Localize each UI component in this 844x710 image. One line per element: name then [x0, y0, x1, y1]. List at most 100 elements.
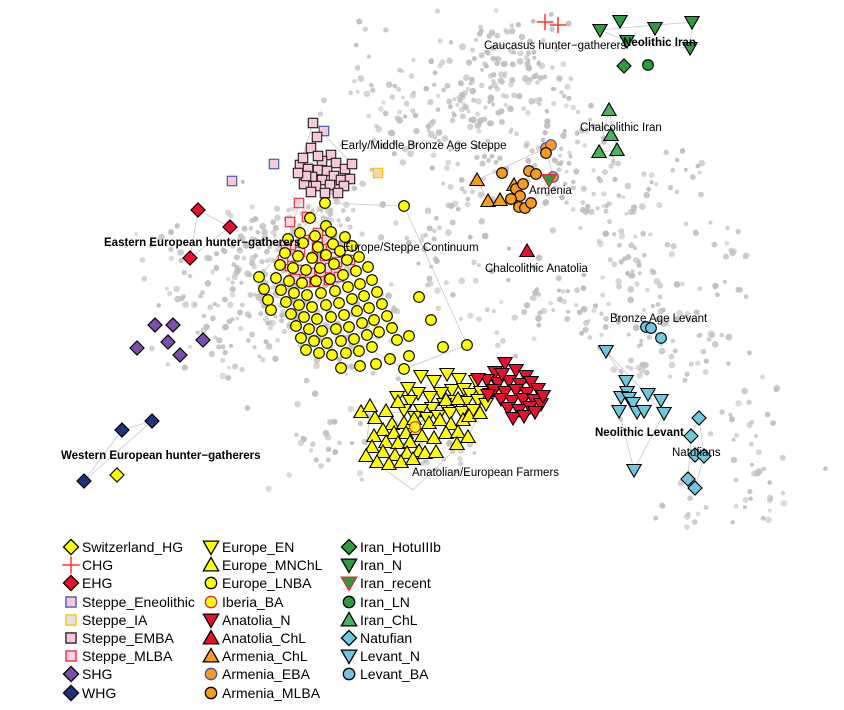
- square-marker-icon: [60, 611, 82, 629]
- series-Armenia_MLBA: [496, 147, 552, 214]
- legend-item-iberia-ba[interactable]: Iberia_BA: [200, 593, 322, 611]
- legend-item-label: Natufian: [360, 630, 413, 647]
- legend-item-anatolia-chl[interactable]: Anatolia_ChL: [200, 629, 322, 647]
- legend-item-label: Armenia_EBA: [222, 666, 310, 683]
- series-Steppe_IA: [372, 167, 384, 179]
- diamond-marker-icon: [338, 538, 360, 556]
- legend-item-label: Switzerland_HG: [82, 539, 184, 556]
- legend-item-iran-recent[interactable]: Iran_recent: [338, 574, 441, 593]
- diamond-marker-icon: [60, 538, 82, 556]
- tri_up-marker-icon: [200, 647, 222, 665]
- annotation-label: Chalcolithic Anatolia: [485, 263, 588, 275]
- legend-item-label: SHG: [82, 666, 113, 683]
- series-CHG: [536, 13, 567, 34]
- annotation-label: Western European hunter−gatherers: [61, 450, 261, 462]
- legend-item-steppe-emba[interactable]: Steppe_EMBA: [60, 629, 195, 647]
- series-Anatolia_N: [469, 356, 552, 427]
- circle-marker-icon: [338, 593, 360, 611]
- legend-item-label: Iran_ChL: [360, 611, 418, 628]
- tri_up-marker-icon: [200, 629, 222, 647]
- legend-item-label: Anatolia_N: [222, 611, 291, 628]
- legend-item-iran-hotuiiib[interactable]: Iran_HotuIIIb: [338, 538, 441, 556]
- pca-scatter-plot: [76, 8, 828, 530]
- series-Europe_MNChL: [352, 390, 489, 471]
- legend-item-steppe-mlba[interactable]: Steppe_MLBA: [60, 647, 195, 665]
- legend-item-iran-chl[interactable]: Iran_ChL: [338, 610, 441, 629]
- legend-item-label: Iran_LN: [360, 593, 410, 610]
- annotation-label: Early/Middle Bronze Age Steppe: [341, 140, 507, 152]
- legend-item-steppe-ia[interactable]: Steppe_IA: [60, 611, 195, 629]
- series-Europe_LNBA: [253, 197, 473, 375]
- legend-item-label: Iran_HotuIIIb: [360, 539, 441, 556]
- legend-item-label: Armenia_MLBA: [222, 684, 321, 701]
- legend-item-label: Armenia_ChL: [222, 648, 308, 665]
- legend-item-label: Steppe_IA: [82, 611, 148, 628]
- legend-item-anatolia-n[interactable]: Anatolia_N: [200, 611, 322, 629]
- legend-item-shg[interactable]: SHG: [60, 665, 195, 683]
- annotation-label: Caucasus hunter−gatherers: [484, 40, 627, 52]
- legend-item-europe-en[interactable]: Europe_EN: [200, 538, 322, 556]
- legend-item-label: CHG: [82, 557, 114, 574]
- legend-column: Iran_HotuIIIb Iran_N Iran_recent Iran_LN Ira…: [338, 538, 441, 684]
- legend-item-label: Europe_MNChL: [222, 557, 323, 574]
- legend-item-armenia-chl[interactable]: Armenia_ChL: [200, 647, 322, 665]
- legend-item-label: WHG: [82, 684, 117, 701]
- circle-marker-icon: [200, 665, 222, 683]
- annotation-label: Anatolian/European Farmers: [412, 467, 560, 479]
- Iran_ChL_hull: [598, 109, 618, 153]
- legend-item-label: Iran_N: [360, 557, 403, 574]
- legend-item-armenia-mlba[interactable]: Armenia_MLBA: [200, 684, 322, 702]
- legend-item-europe-lnba[interactable]: Europe_LNBA: [200, 574, 322, 592]
- tri_down-marker-icon: [338, 556, 360, 575]
- series-Steppe_EMBA: [292, 117, 358, 199]
- legend-item-steppe-eneolithic[interactable]: Steppe_Eneolithic: [60, 593, 195, 611]
- scatter-canvas: [76, 8, 828, 530]
- legend-item-label: Steppe_MLBA: [82, 648, 173, 665]
- series-Anatolia_ChL: [518, 242, 536, 258]
- series-Steppe_Eneolithic: [226, 125, 330, 187]
- series-Iran_N: [591, 14, 701, 57]
- tri_down-marker-icon: [200, 538, 222, 556]
- diamond-marker-icon: [60, 684, 82, 702]
- legend-item-levant-n[interactable]: Levant_N: [338, 647, 441, 666]
- legend-item-label: Iberia_BA: [222, 593, 284, 610]
- tri_down-marker-icon: [200, 611, 222, 629]
- series-Iran_HotuIIIb: [616, 58, 632, 74]
- legend-item-ehg[interactable]: EHG: [60, 574, 195, 592]
- annotation-label: Eastern European hunter−gatherers: [104, 237, 301, 249]
- legend-item-iran-n[interactable]: Iran_N: [338, 556, 441, 575]
- legend-item-label: Anatolia_ChL: [222, 630, 307, 647]
- annotation-label: Chalcolithic Iran: [580, 122, 662, 134]
- series-SHG: [129, 317, 211, 363]
- plus-marker-icon: [60, 556, 82, 575]
- chart-legend: Switzerland_HG CHG EHG Steppe_Eneolithic Ste…: [60, 538, 510, 702]
- legend-item-label: Steppe_EMBA: [82, 630, 174, 647]
- diamond-marker-icon: [60, 665, 82, 683]
- annotation-label: Neolithic Iran: [623, 37, 696, 49]
- tri_down-marker-icon: [338, 647, 360, 666]
- legend-item-label: Europe_EN: [222, 539, 295, 556]
- legend-item-switzerland-hg[interactable]: Switzerland_HG: [60, 538, 195, 556]
- legend-item-europe-mnchl[interactable]: Europe_MNChL: [200, 556, 322, 574]
- legend-item-label: Iran_recent: [360, 575, 431, 592]
- WHG_hull: [83, 420, 153, 482]
- diamond-marker-icon: [338, 629, 360, 647]
- series-WHG: [76, 413, 160, 489]
- data-points-layer: [76, 13, 712, 496]
- series-Iran_ChL: [590, 101, 626, 159]
- legend-item-levant-ba[interactable]: Levant_BA: [338, 665, 441, 683]
- diamond-marker-icon: [60, 574, 82, 592]
- legend-column: Europe_EN Europe_MNChL Europe_LNBA Iberia_B…: [200, 538, 322, 702]
- square-marker-icon: [60, 629, 82, 647]
- circle-marker-icon: [200, 593, 222, 611]
- series-Iberia_BA: [409, 421, 421, 433]
- legend-item-chg[interactable]: CHG: [60, 556, 195, 575]
- annotation-label: Neolithic Levant: [595, 427, 684, 439]
- legend-item-label: Levant_BA: [360, 666, 429, 683]
- tri_up-marker-icon: [200, 556, 222, 574]
- legend-item-whg[interactable]: WHG: [60, 684, 195, 702]
- legend-item-iran-ln[interactable]: Iran_LN: [338, 593, 441, 611]
- series-Switzerland_HG: [109, 467, 125, 483]
- legend-item-natufian[interactable]: Natufian: [338, 629, 441, 647]
- legend-item-armenia-eba[interactable]: Armenia_EBA: [200, 665, 322, 683]
